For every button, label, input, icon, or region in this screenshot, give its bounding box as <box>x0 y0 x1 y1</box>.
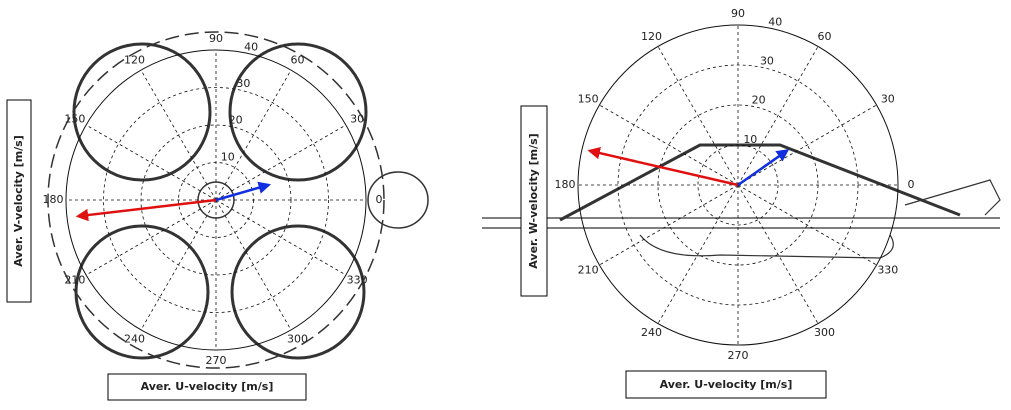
body-line <box>482 217 1000 229</box>
r-tick-label: 40 <box>768 15 782 28</box>
x-label-box <box>625 370 827 399</box>
rotor <box>230 224 366 360</box>
angle-tick-label: 120 <box>641 30 662 43</box>
spoke <box>599 104 739 186</box>
velocity-vector <box>75 198 217 222</box>
velocity-vector <box>215 181 272 202</box>
drone-top-view <box>47 31 429 369</box>
spoke <box>737 184 819 324</box>
angle-tick-label: 90 <box>731 7 745 20</box>
spoke <box>657 184 739 324</box>
spoke <box>215 199 347 276</box>
r-tick-label: 10 <box>221 150 235 163</box>
angle-tick-label: 150 <box>578 93 599 106</box>
angle-tick-label: 210 <box>578 264 599 277</box>
x-axis-label: Aver. U-velocity [m/s] <box>660 378 793 391</box>
hull <box>639 234 894 259</box>
grid-circle <box>65 49 367 351</box>
angle-tick-label: 270 <box>206 354 227 367</box>
r-tick-label: 10 <box>743 133 757 146</box>
grid-circle <box>577 24 899 346</box>
y-label-box <box>520 105 548 297</box>
velocity-vector <box>737 149 790 187</box>
y-label-box <box>6 99 32 303</box>
spoke <box>215 69 292 201</box>
r-tick-label: 20 <box>752 94 766 107</box>
r-tick-label: 40 <box>244 40 258 53</box>
angle-tick-label: 240 <box>124 332 145 345</box>
tail <box>904 179 1001 216</box>
drone-frame <box>47 31 385 369</box>
rotor <box>72 42 212 182</box>
velocity-vector <box>587 146 739 187</box>
angle-tick-label: 270 <box>728 349 749 362</box>
angle-tick-label: 60 <box>291 54 305 67</box>
angle-tick-label: 30 <box>350 113 364 126</box>
rotor <box>228 42 368 182</box>
angle-tick-label: 330 <box>877 264 898 277</box>
angle-tick-label: 210 <box>64 274 85 287</box>
angle-tick-label: 300 <box>287 332 308 345</box>
angle-tick-label: 330 <box>347 274 368 287</box>
spoke <box>737 104 877 186</box>
spoke <box>215 199 292 331</box>
r-tick-label: 30 <box>760 55 774 68</box>
angle-tick-label: 0 <box>908 178 915 191</box>
spoke <box>140 199 217 331</box>
angle-tick-label: 0 <box>376 193 383 206</box>
spoke <box>599 184 739 266</box>
angle-tick-label: 150 <box>64 113 85 126</box>
camera <box>367 171 429 229</box>
spoke <box>85 124 217 201</box>
angle-tick-label: 90 <box>209 32 223 45</box>
arm <box>559 143 961 222</box>
rotor <box>74 224 210 360</box>
spoke <box>215 124 347 201</box>
grid-circle <box>103 87 329 313</box>
drone-side-view <box>482 143 1001 259</box>
spoke <box>85 199 217 276</box>
spoke <box>140 69 217 201</box>
x-label-box <box>107 373 307 401</box>
y-axis-label: Aver. V-velocity [m/s] <box>12 135 25 266</box>
angle-tick-label: 180 <box>555 178 576 191</box>
y-axis-label: Aver. W-velocity [m/s] <box>527 133 540 268</box>
angle-tick-label: 30 <box>881 93 895 106</box>
angle-tick-label: 120 <box>124 54 145 67</box>
spoke <box>737 184 877 266</box>
angle-tick-label: 300 <box>814 326 835 339</box>
r-tick-label: 20 <box>229 114 243 127</box>
spoke <box>737 46 819 186</box>
spoke <box>657 46 739 186</box>
angle-tick-label: 240 <box>641 326 662 339</box>
r-tick-label: 30 <box>236 77 250 90</box>
grid-circle <box>697 144 779 226</box>
x-axis-label: Aver. U-velocity [m/s] <box>141 380 274 393</box>
angle-tick-label: 60 <box>818 30 832 43</box>
angle-tick-label: 180 <box>43 193 64 206</box>
